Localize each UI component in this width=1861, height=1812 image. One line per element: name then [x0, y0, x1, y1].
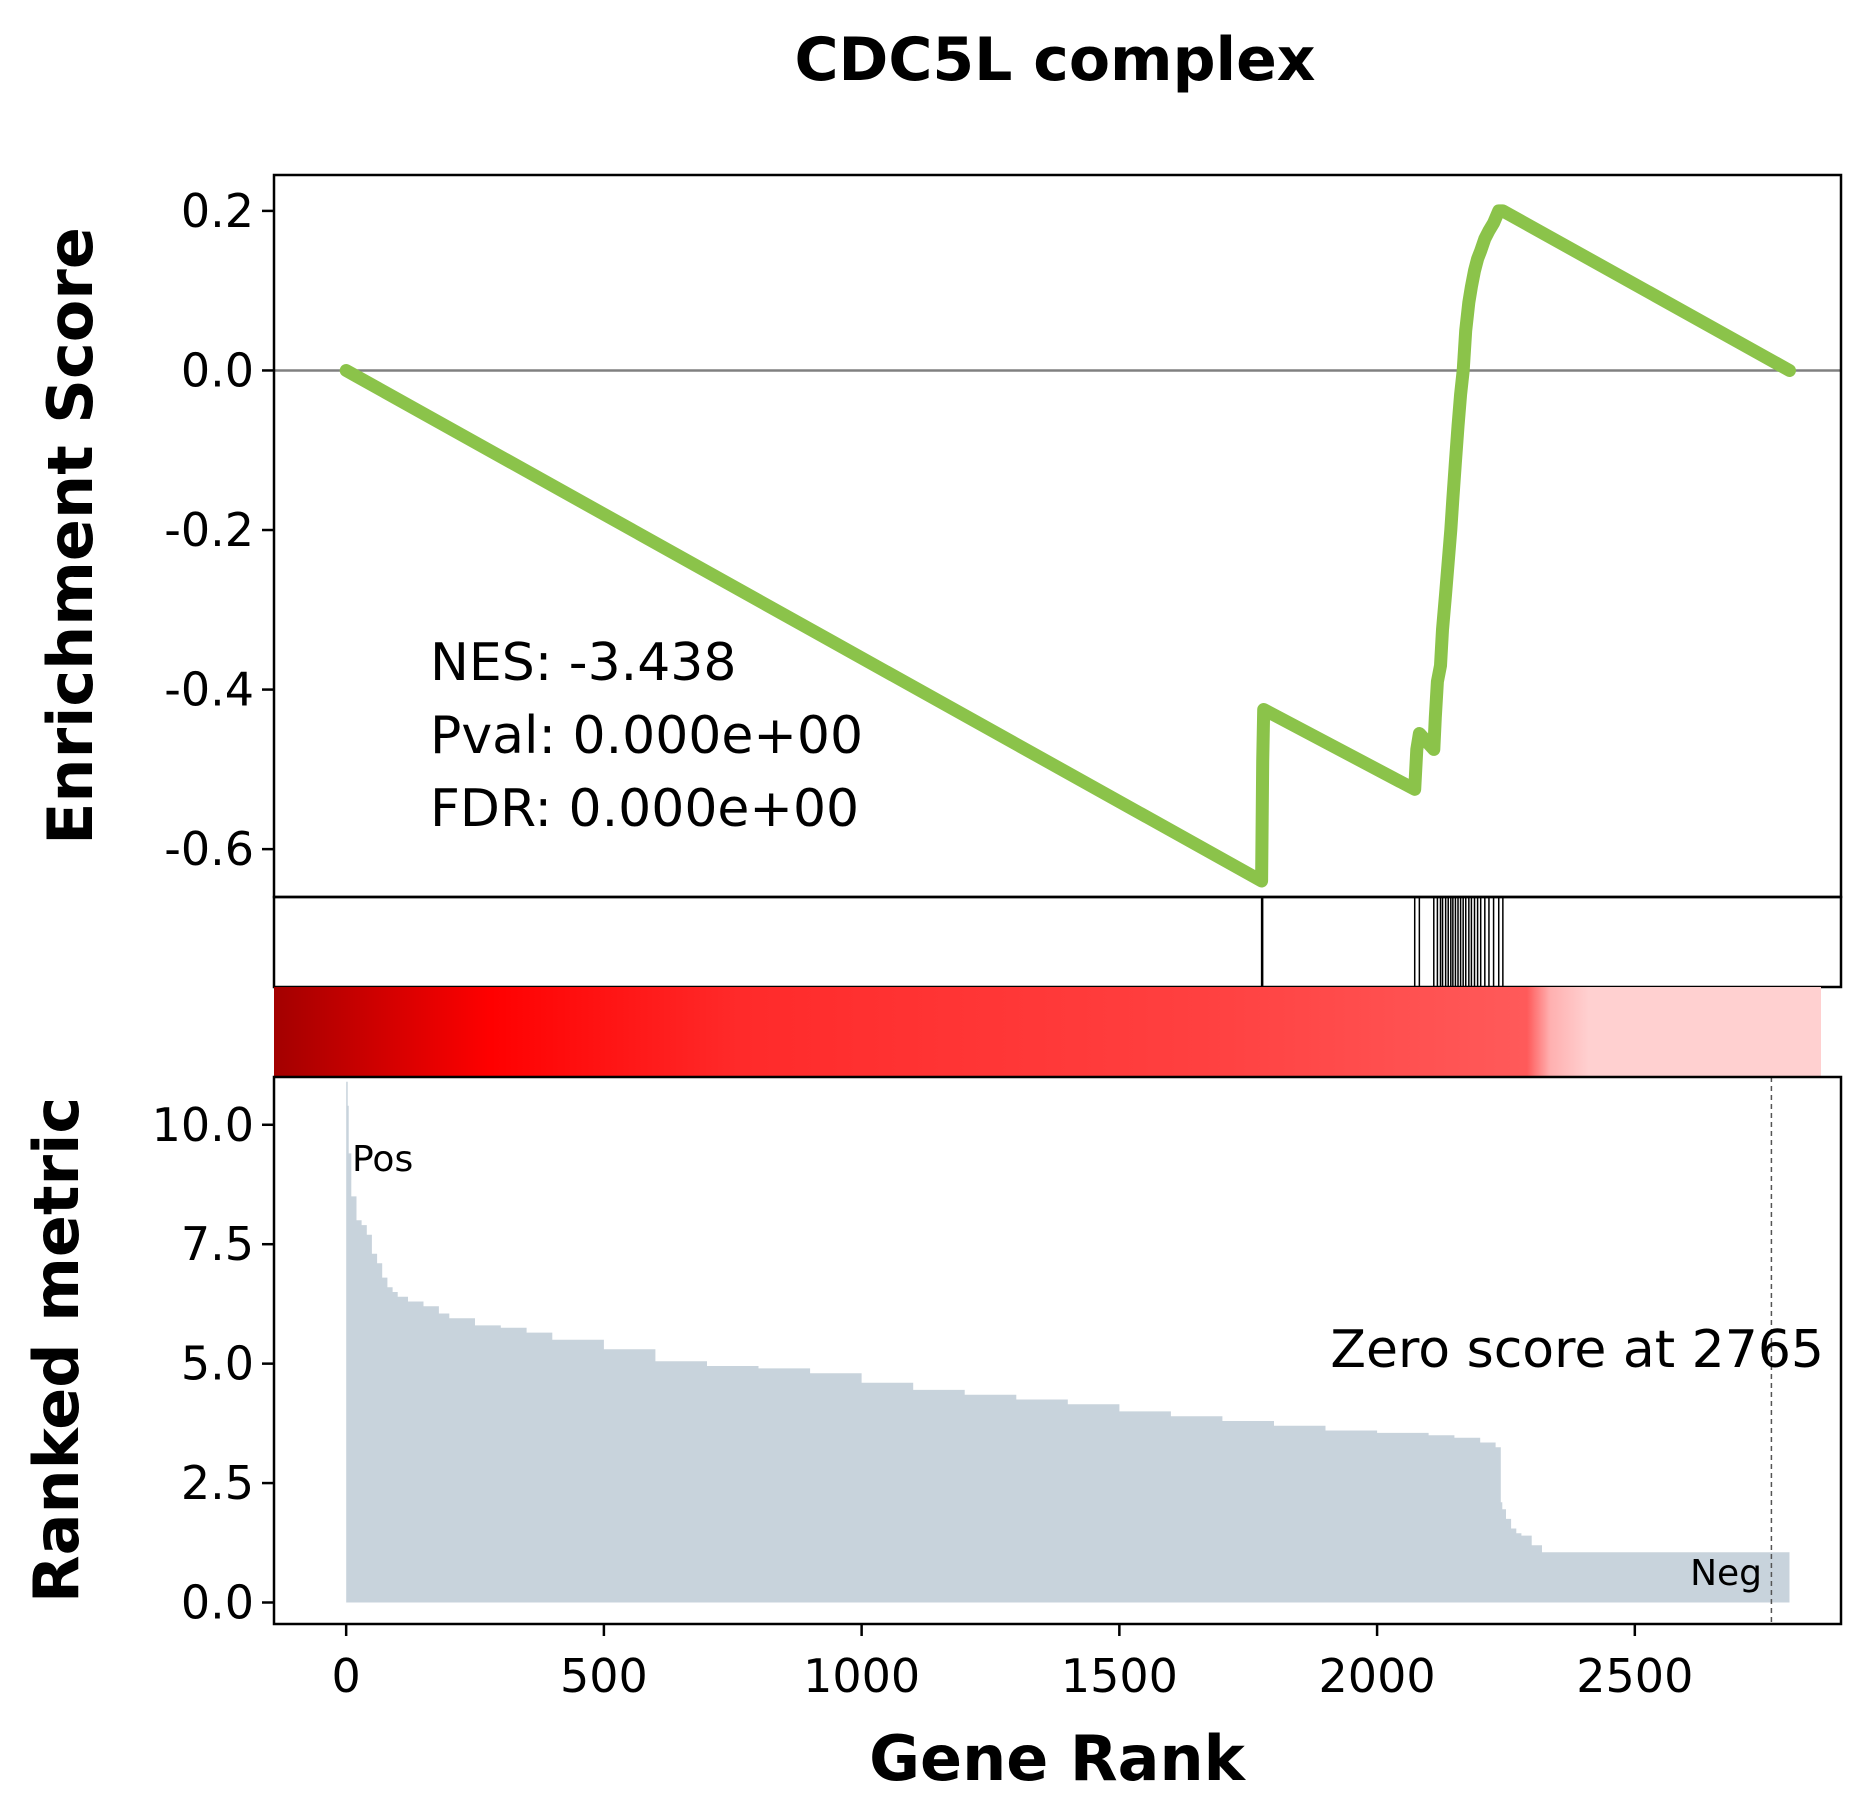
rm-y-tick-label: 0.0	[181, 1576, 254, 1630]
x-tick-label: 0	[332, 1649, 361, 1703]
x-tick-label: 1500	[1061, 1649, 1178, 1703]
fdr-annotation: FDR: 0.000e+00	[430, 779, 859, 839]
rm-y-tick-label: 5.0	[181, 1337, 254, 1391]
x-axis: 0 500 1000 1500 2000 2500	[332, 1624, 1693, 1703]
hit-lines	[1260, 897, 1504, 987]
enrichment-score-panel: 0.2 0.0 -0.2 -0.4 -0.6 NES: -3.438 Pval: 0.0…	[34, 173, 1843, 899]
rm-y-tick-label: 2.5	[181, 1456, 254, 1510]
es-y-tick-label: 0.0	[181, 343, 254, 397]
gene-hits-panel	[272, 895, 1843, 989]
rm-y-tick-label: 10.0	[152, 1098, 254, 1152]
es-y-tick-label: 0.2	[181, 184, 254, 238]
pos-label: Pos	[352, 1139, 413, 1180]
ranked-metric-panel: 0.0 2.5 5.0 7.5 10.0 Pos Neg Zero score at 2…	[20, 1075, 1843, 1630]
x-tick-label: 2500	[1576, 1649, 1693, 1703]
pval-annotation: Pval: 0.000e+00	[430, 706, 863, 766]
es-y-tick-label: -0.4	[164, 663, 254, 717]
x-tick-label: 500	[560, 1649, 648, 1703]
es-y-tick-label: -0.2	[164, 503, 254, 557]
zero-score-annotation: Zero score at 2765	[1330, 1320, 1824, 1380]
es-y-axis-title: Enrichment Score	[34, 227, 107, 845]
rm-y-axis: 0.0 2.5 5.0 7.5 10.0	[152, 1098, 274, 1630]
enrichment-score-line	[339, 204, 1796, 888]
nes-annotation: NES: -3.438	[430, 633, 736, 693]
chart-title: CDC5L complex	[795, 25, 1316, 95]
x-tick-label: 1000	[803, 1649, 920, 1703]
rm-y-axis-title: Ranked metric	[20, 1097, 93, 1603]
rm-y-tick-label: 7.5	[181, 1217, 254, 1271]
ranked-metric-area	[346, 1081, 1790, 1603]
rm-panel-frame	[272, 1075, 1843, 1626]
es-y-axis: 0.2 0.0 -0.2 -0.4 -0.6	[164, 184, 274, 876]
x-axis-title: Gene Rank	[869, 1722, 1246, 1795]
rank-colorbar	[274, 987, 1821, 1077]
neg-label: Neg	[1690, 1553, 1762, 1594]
hits-panel-frame	[272, 895, 1843, 989]
x-tick-label: 2000	[1319, 1649, 1436, 1703]
es-y-tick-label: -0.6	[164, 822, 254, 876]
